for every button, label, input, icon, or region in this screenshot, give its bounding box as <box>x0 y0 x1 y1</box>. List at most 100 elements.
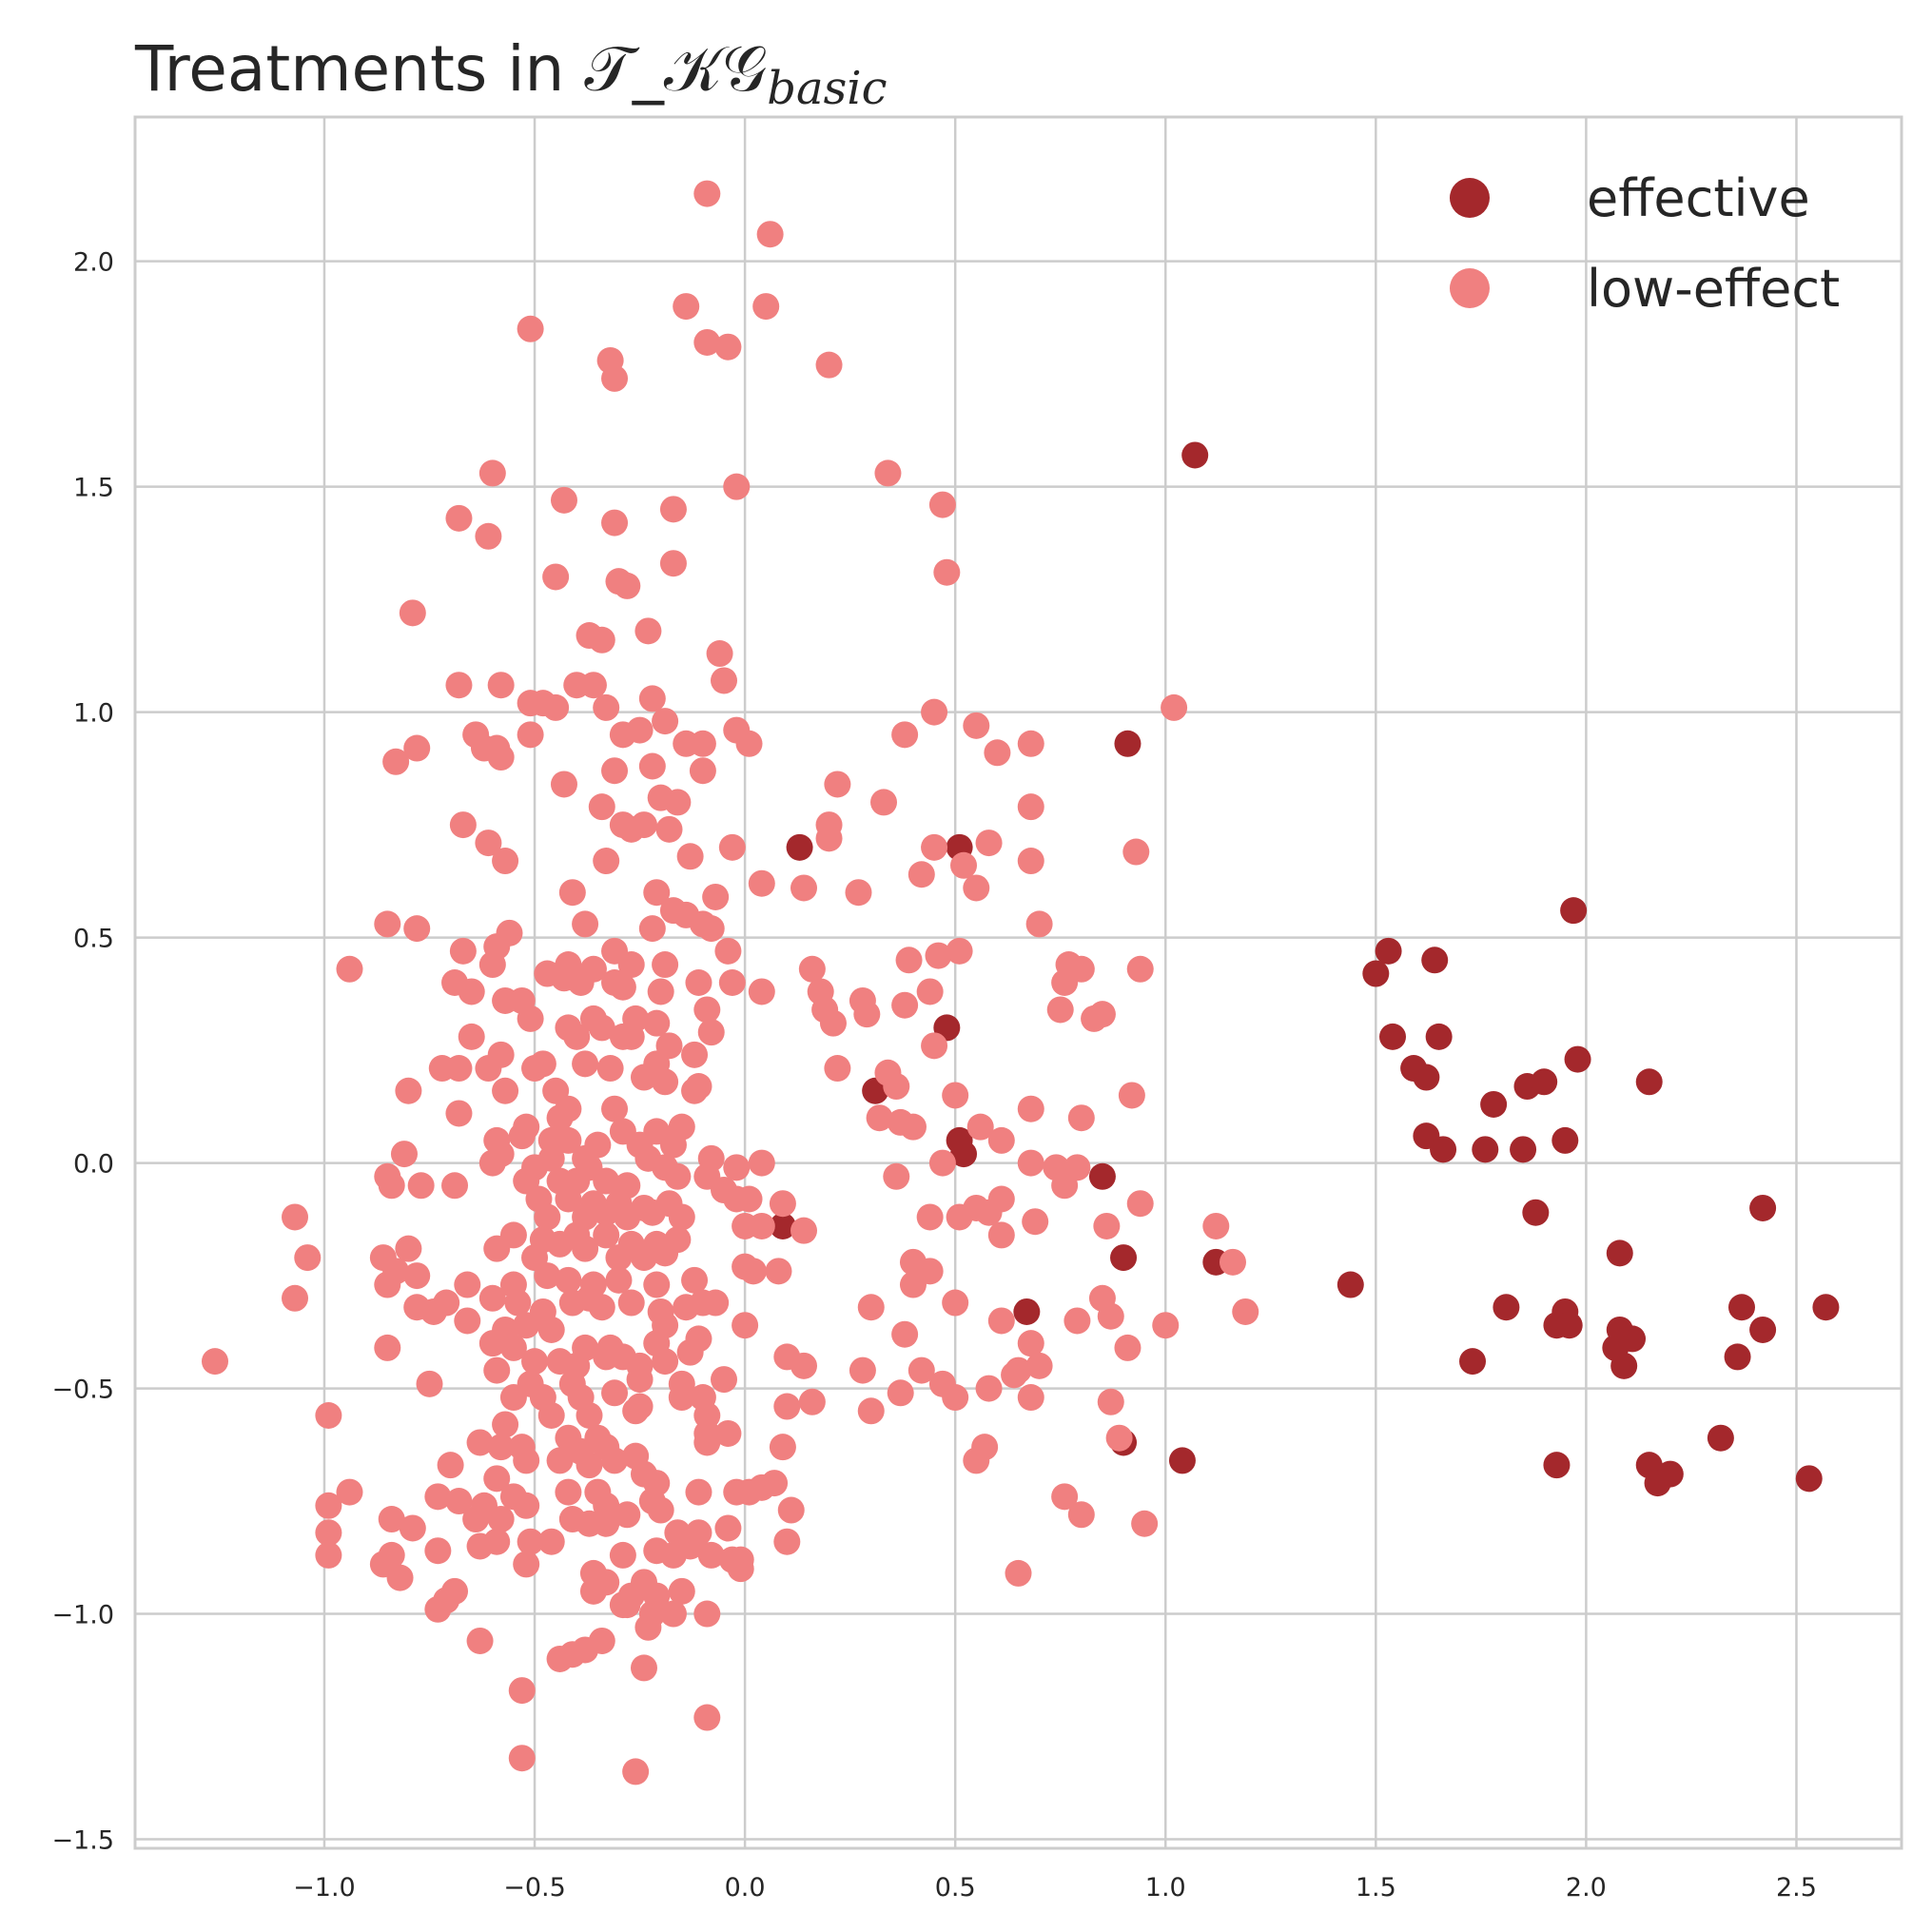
scatter-points <box>202 180 1840 1786</box>
data-point-low-effect <box>739 1258 767 1285</box>
data-point-low-effect <box>504 1289 532 1317</box>
data-point-low-effect <box>857 1294 885 1321</box>
data-point-low-effect <box>424 1483 452 1511</box>
data-point-low-effect <box>336 955 363 983</box>
data-point-effective <box>1459 1348 1487 1376</box>
data-point-low-effect <box>483 1235 511 1262</box>
data-point-low-effect <box>475 829 502 857</box>
data-point-low-effect <box>475 522 502 550</box>
data-point-low-effect <box>748 978 775 1005</box>
data-point-low-effect <box>1025 910 1053 938</box>
data-point-low-effect <box>727 1555 754 1583</box>
data-point-low-effect <box>752 293 780 321</box>
data-point-low-effect <box>681 1077 709 1104</box>
data-point-low-effect <box>718 969 746 996</box>
data-point-low-effect <box>693 180 721 207</box>
data-point-low-effect <box>399 1514 426 1542</box>
data-point-effective <box>1555 1312 1583 1339</box>
data-point-low-effect <box>652 708 679 735</box>
data-point-low-effect <box>849 1356 876 1384</box>
data-point-low-effect <box>697 915 725 943</box>
data-point-low-effect <box>521 1348 549 1376</box>
data-point-low-effect <box>1051 969 1079 996</box>
data-point-low-effect <box>601 1095 629 1122</box>
data-point-low-effect <box>593 1167 620 1195</box>
data-point-low-effect <box>773 1528 801 1555</box>
data-point-low-effect <box>1097 1302 1124 1330</box>
data-point-low-effect <box>572 1050 599 1078</box>
data-point-low-effect <box>697 1019 725 1046</box>
data-point-effective <box>1564 1045 1591 1073</box>
data-point-low-effect <box>454 1307 481 1335</box>
data-point-low-effect <box>534 1203 561 1231</box>
data-point-low-effect <box>634 1613 662 1641</box>
data-point-low-effect <box>676 1532 704 1560</box>
data-point-low-effect <box>963 1447 990 1474</box>
data-point-low-effect <box>483 1528 511 1555</box>
y-tick-label: 0.5 <box>73 925 114 954</box>
data-point-low-effect <box>732 1312 759 1339</box>
data-point-low-effect <box>605 1266 633 1294</box>
data-point-low-effect <box>853 1001 881 1028</box>
data-point-effective <box>1013 1298 1041 1325</box>
data-point-low-effect <box>987 1221 1015 1249</box>
data-point-low-effect <box>946 1203 973 1231</box>
data-point-effective <box>1510 1136 1537 1163</box>
data-point-low-effect <box>492 848 519 875</box>
y-tick-label: 1.5 <box>73 474 114 503</box>
data-point-low-effect <box>1025 1352 1053 1379</box>
data-point-low-effect <box>638 915 666 943</box>
data-point-low-effect <box>815 825 843 852</box>
data-point-low-effect <box>294 1244 322 1272</box>
data-point-low-effect <box>563 1023 591 1050</box>
data-point-low-effect <box>819 1009 847 1037</box>
data-point-low-effect <box>558 879 586 907</box>
data-point-low-effect <box>315 1519 342 1547</box>
data-point-low-effect <box>609 1541 636 1569</box>
data-point-low-effect <box>1064 1307 1091 1335</box>
data-point-effective <box>1724 1343 1751 1371</box>
data-point-low-effect <box>652 1312 679 1339</box>
data-point-low-effect <box>723 1154 751 1181</box>
data-point-low-effect <box>513 1492 540 1519</box>
data-point-effective <box>1421 946 1449 974</box>
data-point-low-effect <box>1022 1208 1049 1236</box>
data-point-effective <box>1088 1162 1116 1190</box>
data-point-low-effect <box>517 721 544 749</box>
data-point-low-effect <box>588 1014 615 1042</box>
data-point-effective <box>1531 1068 1558 1096</box>
data-point-low-effect <box>626 1366 654 1394</box>
data-point-low-effect <box>378 1172 405 1200</box>
data-point-low-effect <box>513 1312 540 1339</box>
data-point-low-effect <box>1017 1095 1044 1122</box>
data-point-low-effect <box>630 1654 657 1682</box>
data-point-low-effect <box>668 1384 695 1412</box>
data-point-low-effect <box>567 969 595 996</box>
data-point-low-effect <box>916 978 944 1005</box>
data-point-low-effect <box>614 572 641 599</box>
data-point-low-effect <box>798 955 826 983</box>
data-point-low-effect <box>378 1506 405 1533</box>
data-point-low-effect <box>382 748 410 775</box>
data-point-low-effect <box>748 1149 775 1177</box>
data-point-low-effect <box>315 1492 342 1519</box>
data-point-low-effect <box>907 1356 935 1384</box>
data-point-low-effect <box>336 1478 363 1506</box>
data-point-low-effect <box>681 1041 709 1068</box>
data-point-low-effect <box>895 946 923 974</box>
data-point-low-effect <box>499 1334 527 1361</box>
data-point-low-effect <box>433 1289 460 1317</box>
data-point-low-effect <box>403 915 431 943</box>
data-point-low-effect <box>984 739 1011 767</box>
data-point-low-effect <box>462 1506 490 1533</box>
data-point-low-effect <box>537 1316 565 1343</box>
data-point-low-effect <box>576 1452 603 1479</box>
y-tick-label: 0.0 <box>73 1150 114 1180</box>
data-point-low-effect <box>643 1009 671 1037</box>
data-point-low-effect <box>773 1393 801 1420</box>
data-point-low-effect <box>478 951 506 979</box>
data-point-low-effect <box>668 1203 695 1231</box>
data-point-low-effect <box>711 667 737 694</box>
data-point-low-effect <box>668 1577 695 1605</box>
data-point-low-effect <box>593 1221 620 1249</box>
